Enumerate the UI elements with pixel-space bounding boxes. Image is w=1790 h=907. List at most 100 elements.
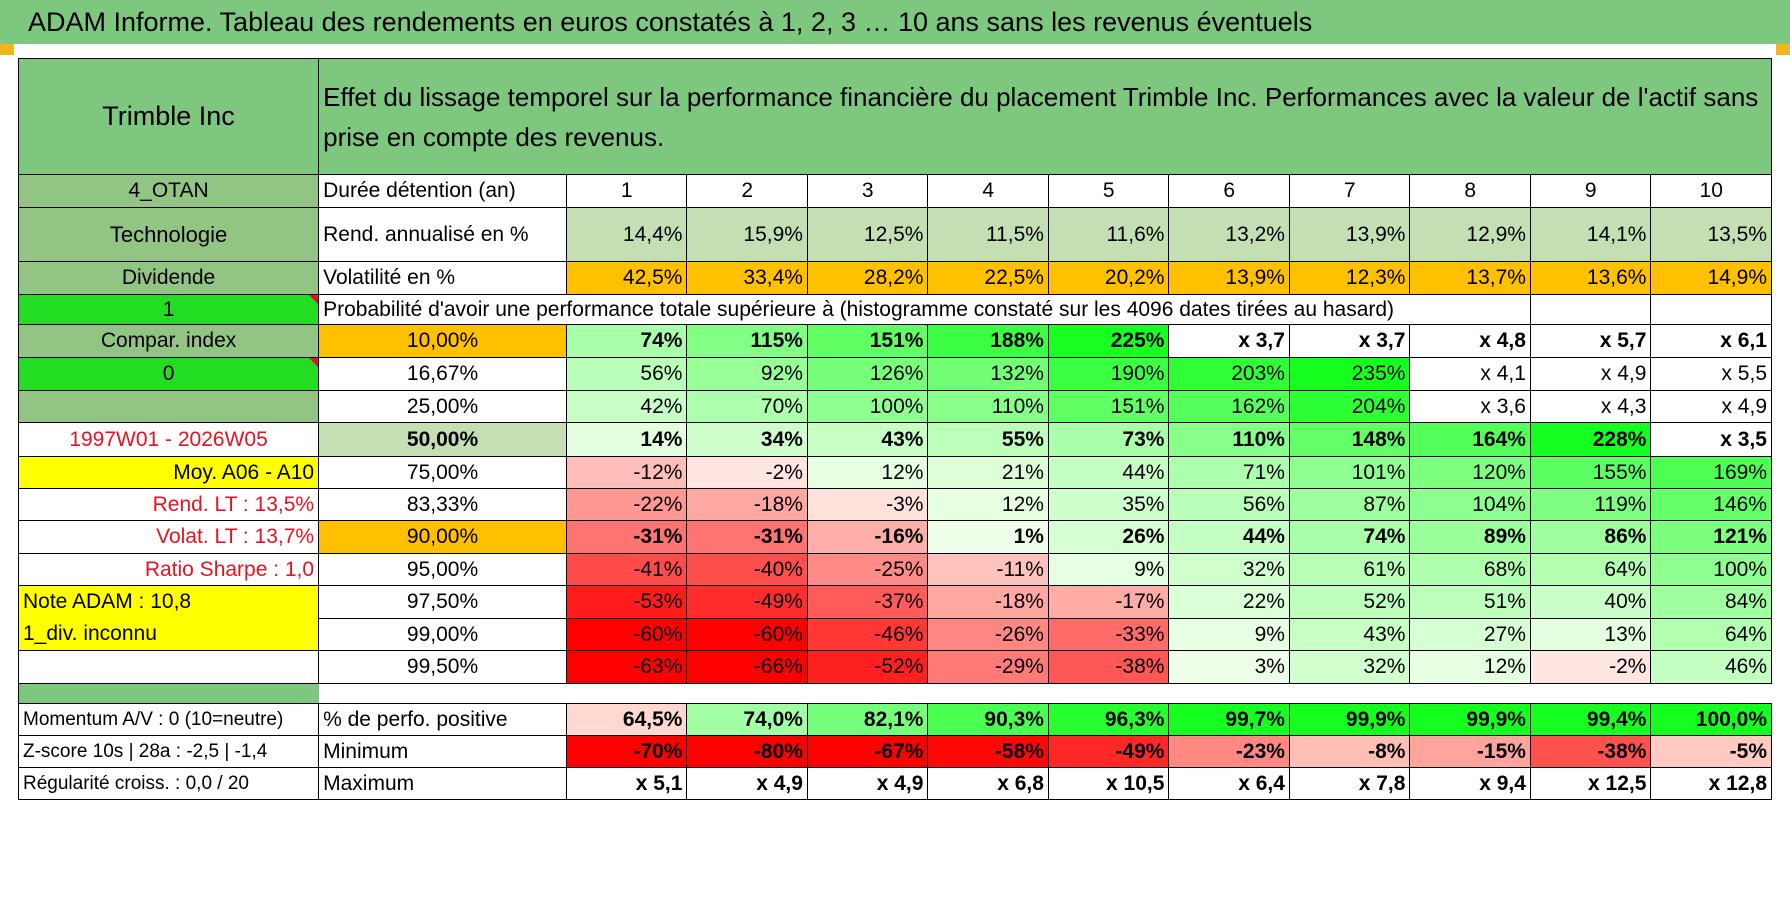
percentile-row: 0 16,67% 56% 92% 126% 132% 190% 203% 235% x 4,1 x … — [17, 357, 1772, 391]
percentile-value: 34% — [686, 422, 808, 457]
percentile-value: 100% — [1650, 553, 1772, 586]
dividend-label: Dividende — [17, 261, 320, 295]
positive-perf-value: 64,5% — [565, 703, 688, 736]
year-header: 1 — [565, 174, 688, 208]
volatility-value: 22,5% — [927, 261, 1049, 295]
percentile-value: -40% — [686, 553, 808, 586]
percentile-label: 10,00% — [318, 324, 567, 358]
momentum-label: Momentum A/V : 0 (10=neutre) — [17, 703, 320, 736]
percentile-value: -25% — [806, 553, 929, 586]
year-header: 8 — [1409, 174, 1531, 208]
percentile-label: 50,00% — [318, 422, 567, 457]
percentile-value: 14% — [565, 422, 688, 457]
percentile-value: 126% — [806, 357, 929, 391]
percentile-value: -11% — [927, 553, 1049, 586]
percentile-value: 70% — [686, 390, 808, 423]
percentile-value: 146% — [1650, 488, 1772, 521]
percentile-value: 68% — [1409, 553, 1531, 586]
percentile-value: -26% — [927, 618, 1049, 651]
percentile-value: -52% — [806, 650, 929, 684]
positive-perf-value: 82,1% — [806, 703, 929, 736]
percentile-value: x 5,5 — [1650, 357, 1772, 391]
percentile-value: 155% — [1529, 456, 1652, 489]
maximum-value: x 10,5 — [1047, 767, 1170, 800]
percentile-value: -46% — [806, 618, 929, 651]
probability-label: Probabilité d'avoir une performance tota… — [318, 294, 1531, 325]
percentile-value: 9% — [1047, 553, 1170, 586]
percentile-value: 86% — [1529, 520, 1652, 554]
year-header: 3 — [806, 174, 929, 208]
minimum-value: -8% — [1288, 735, 1411, 768]
percentile-value: -60% — [686, 618, 808, 651]
percentile-value: 64% — [1650, 618, 1772, 651]
annual-return-value: 11,6% — [1047, 207, 1170, 262]
volatility-value: 20,2% — [1047, 261, 1170, 295]
sharpe-label: Ratio Sharpe : 1,0 — [17, 553, 320, 586]
percentile-value: 110% — [1168, 422, 1290, 457]
table-body: Trimble Inc Effet du lissage temporel su… — [17, 58, 1772, 800]
percentile-value: x 3,6 — [1409, 390, 1531, 423]
minimum-value: -67% — [806, 735, 929, 768]
percentile-value: 35% — [1047, 488, 1170, 521]
percentile-value: x 4,9 — [1529, 357, 1652, 391]
annual-return-value: 15,9% — [686, 207, 808, 262]
percentile-value: 225% — [1047, 324, 1170, 358]
percentile-value: -60% — [565, 618, 688, 651]
maximum-value: x 7,8 — [1288, 767, 1411, 800]
percentile-value: -63% — [565, 650, 688, 684]
percentile-value: 52% — [1288, 585, 1411, 619]
percentile-value: -49% — [686, 585, 808, 619]
percentile-value: 32% — [1168, 553, 1290, 586]
minimum-value: -38% — [1529, 735, 1652, 768]
percentile-value: 55% — [927, 422, 1049, 457]
title-banner: ADAM Informe. Tableau des rendements en … — [0, 0, 1790, 44]
percentile-value: 21% — [927, 456, 1049, 489]
percentile-value: -3% — [806, 488, 929, 521]
percentile-value: -22% — [565, 488, 688, 521]
percentile-value: 87% — [1288, 488, 1411, 521]
year-header: 7 — [1288, 174, 1411, 208]
percentile-value: 162% — [1168, 390, 1290, 423]
percentile-value: 32% — [1288, 650, 1411, 684]
percentile-value: 120% — [1409, 456, 1531, 489]
percentile-value: 74% — [1288, 520, 1411, 554]
percentile-value: -29% — [927, 650, 1049, 684]
year-header: 5 — [1047, 174, 1170, 208]
percentile-row: Compar. index 10,00% 74% 115% 151% 188% 225% x … — [17, 324, 1772, 358]
asset-name: Trimble Inc — [17, 58, 320, 175]
annual-return-value: 11,5% — [927, 207, 1049, 262]
percentile-value: -31% — [565, 520, 688, 554]
empty-cell — [1529, 294, 1652, 325]
volatility-value: 13,7% — [1409, 261, 1531, 295]
percentile-value: 51% — [1409, 585, 1531, 619]
percentile-value: 40% — [1529, 585, 1652, 619]
empty-left-cell — [17, 390, 320, 423]
maximum-value: x 12,8 — [1650, 767, 1772, 800]
percentile-value: 169% — [1650, 456, 1772, 489]
probability-header-row: 1 Probabilité d'avoir une performance tot… — [17, 294, 1772, 325]
spacer-row — [17, 683, 1772, 704]
percentile-value: x 5,7 — [1529, 324, 1652, 358]
percentile-value: -33% — [1047, 618, 1170, 651]
percentile-label: 75,00% — [318, 456, 567, 489]
percentile-value: -66% — [686, 650, 808, 684]
percentile-value: -53% — [565, 585, 688, 619]
annual-return-value: 13,2% — [1168, 207, 1290, 262]
percentile-value: 132% — [927, 357, 1049, 391]
percentile-value: 43% — [1288, 618, 1411, 651]
percentile-row: Ratio Sharpe : 1,0 95,00% -41% -40% -25% -11%… — [17, 553, 1772, 586]
positive-perf-label: % de perfo. positive — [318, 703, 567, 736]
percentile-value: -18% — [927, 585, 1049, 619]
percentile-value: 56% — [1168, 488, 1290, 521]
corner-marker — [0, 44, 14, 55]
percentile-value: 1% — [927, 520, 1049, 554]
minimum-value: -80% — [686, 735, 808, 768]
percentile-value: -2% — [1529, 650, 1652, 684]
percentile-value: 9% — [1168, 618, 1290, 651]
spacer-blank — [319, 684, 1772, 704]
duration-label: Durée détention (an) — [318, 174, 567, 208]
period-label: 1997W01 - 2026W05 — [17, 422, 320, 457]
year-header: 2 — [686, 174, 808, 208]
percentile-value: -38% — [1047, 650, 1170, 684]
spacer-bar — [17, 683, 319, 704]
